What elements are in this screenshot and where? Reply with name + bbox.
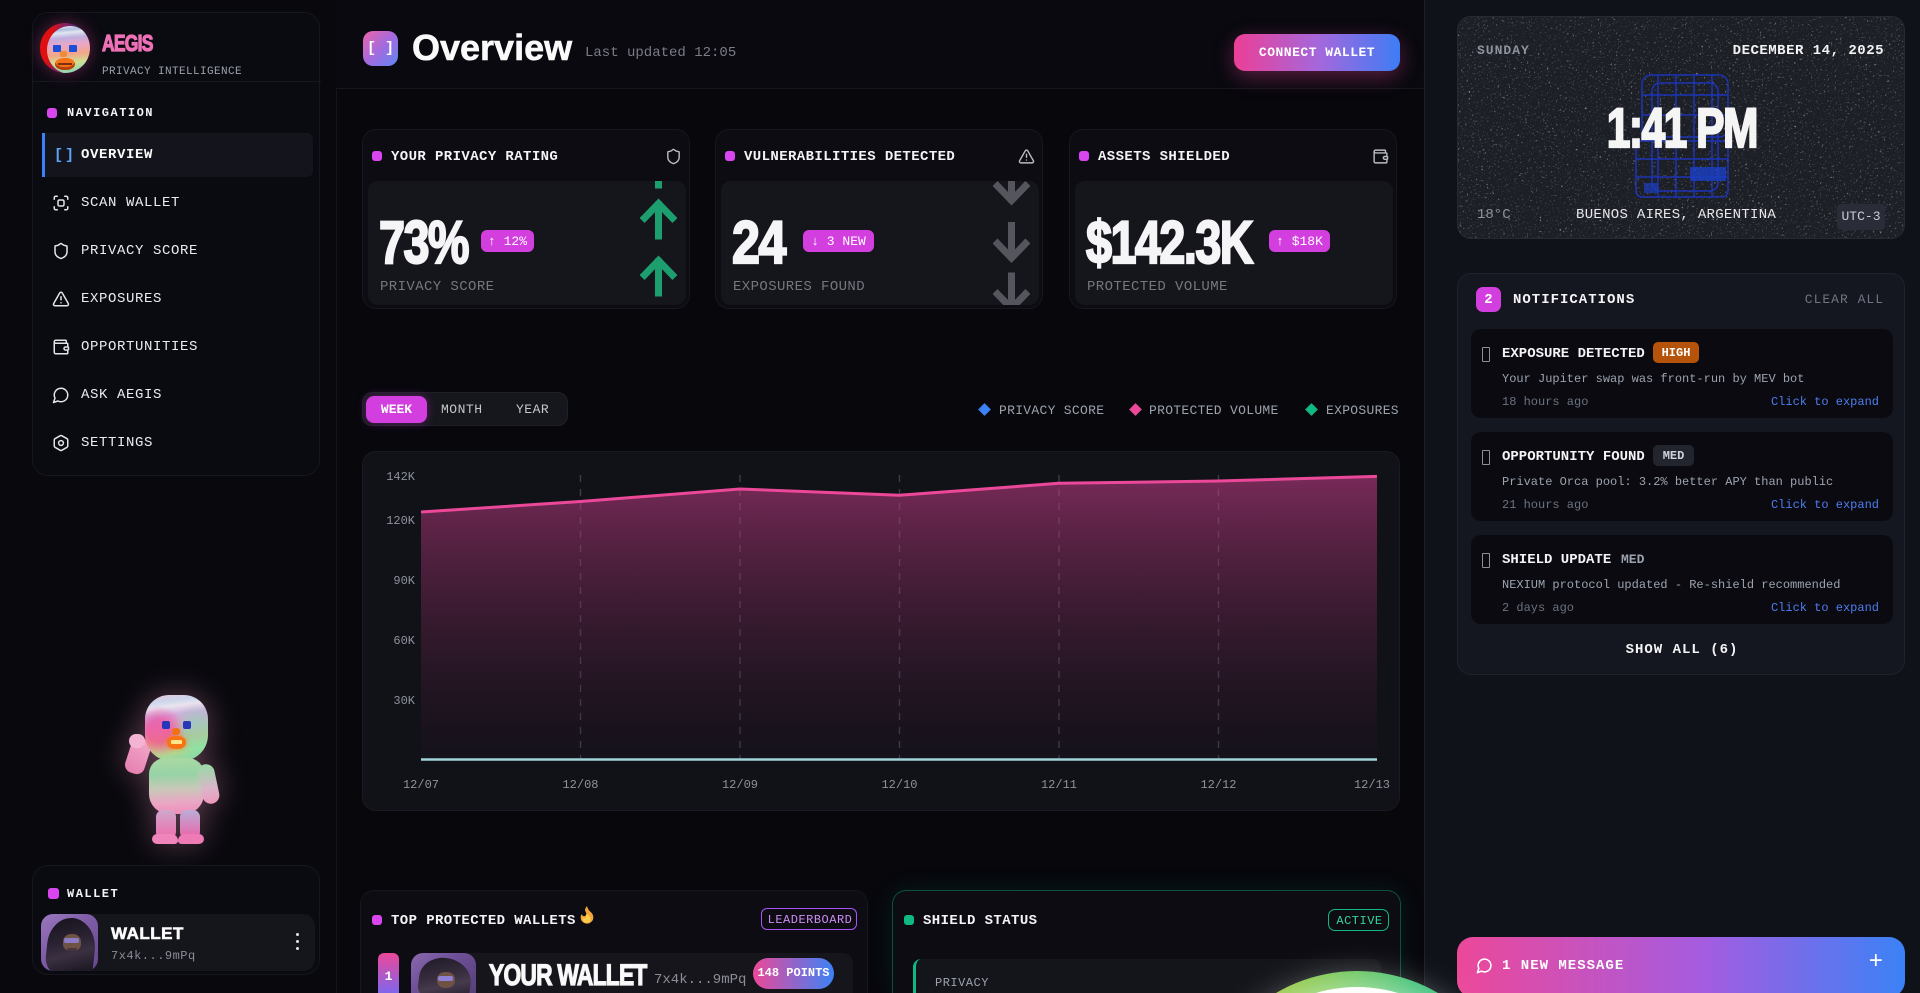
svg-text:120K: 120K xyxy=(386,514,416,528)
svg-text:12/07: 12/07 xyxy=(403,778,439,792)
svg-text:12/08: 12/08 xyxy=(562,778,598,792)
svg-text:12/09: 12/09 xyxy=(722,778,758,792)
svg-text:30K: 30K xyxy=(393,694,415,708)
svg-text:12/10: 12/10 xyxy=(881,778,917,792)
svg-text:90K: 90K xyxy=(393,574,415,588)
svg-text:12/12: 12/12 xyxy=(1200,778,1236,792)
svg-text:60K: 60K xyxy=(393,634,415,648)
svg-text:12/13: 12/13 xyxy=(1354,778,1390,792)
svg-text:142K: 142K xyxy=(386,470,416,484)
svg-text:12/11: 12/11 xyxy=(1041,778,1077,792)
